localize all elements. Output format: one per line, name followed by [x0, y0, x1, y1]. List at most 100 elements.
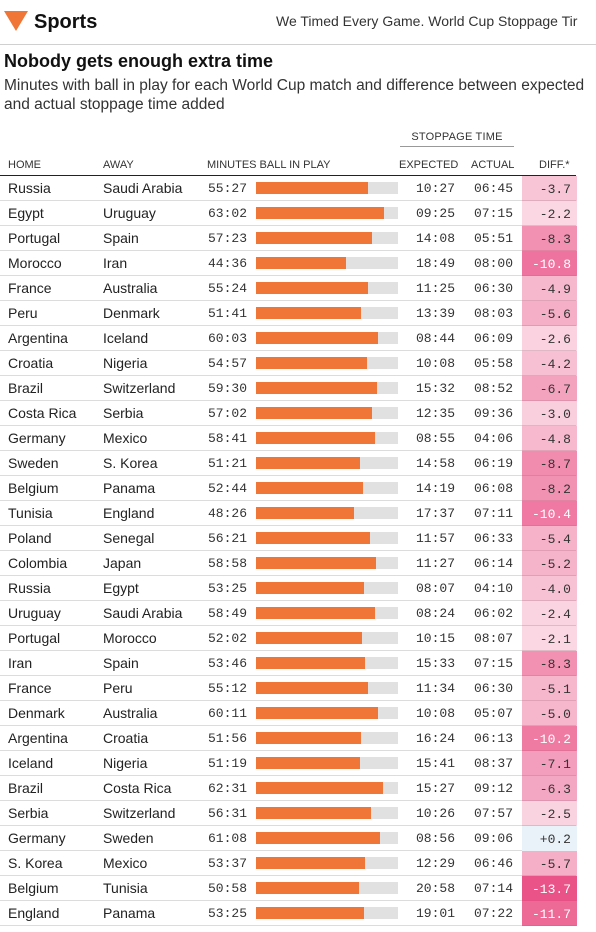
minutes-ball-in-play: 53:37 — [208, 856, 248, 871]
minutes-ball-in-play: 56:21 — [208, 531, 248, 546]
home-team: Tunisia — [8, 505, 53, 521]
home-team: Russia — [8, 180, 51, 196]
actual-stoppage: 04:06 — [474, 431, 514, 446]
table-row: S. Korea Mexico 53:37 12:29 06:46 -5.7 — [0, 851, 577, 876]
away-team: Senegal — [103, 530, 155, 546]
expected-stoppage: 14:08 — [416, 231, 456, 246]
top-nav-bar: Sports We Timed Every Game. World Cup St… — [0, 0, 596, 45]
expected-stoppage: 15:41 — [416, 756, 456, 771]
minutes-ball-in-play: 62:31 — [208, 781, 248, 796]
minutes-bar-track — [256, 907, 398, 919]
diff-cell: -6.7 — [522, 376, 577, 401]
minutes-bar-track — [256, 232, 398, 244]
home-team: Sweden — [8, 455, 59, 471]
column-header-away: AWAY — [103, 159, 134, 171]
expected-stoppage: 10:26 — [416, 806, 456, 821]
fox-icon — [4, 11, 28, 31]
away-team: Iran — [103, 255, 128, 271]
minutes-bar — [256, 907, 365, 919]
actual-stoppage: 05:51 — [474, 231, 514, 246]
diff-cell: -5.7 — [522, 851, 577, 876]
actual-stoppage: 07:15 — [474, 206, 514, 221]
minutes-bar — [256, 582, 365, 594]
minutes-bar-track — [256, 457, 398, 469]
table-row: Costa Rica Serbia 57:02 12:35 09:36 -3.0 — [0, 401, 577, 426]
away-team: Panama — [103, 905, 156, 921]
section-name[interactable]: Sports — [34, 10, 98, 33]
actual-stoppage: 06:30 — [474, 681, 514, 696]
minutes-bar-track — [256, 707, 398, 719]
actual-stoppage: 09:06 — [474, 831, 514, 846]
minutes-ball-in-play: 55:27 — [208, 181, 248, 196]
minutes-bar — [256, 782, 383, 794]
actual-stoppage: 07:57 — [474, 806, 514, 821]
actual-stoppage: 05:58 — [474, 356, 514, 371]
home-team: Germany — [8, 830, 66, 846]
minutes-bar — [256, 757, 361, 769]
minutes-bar-track — [256, 382, 398, 394]
actual-stoppage: 08:03 — [474, 306, 514, 321]
away-team: Egypt — [103, 580, 139, 596]
table-row: Portugal Spain 57:23 14:08 05:51 -8.3 — [0, 226, 577, 251]
home-team: France — [8, 680, 52, 696]
minutes-bar-track — [256, 732, 398, 744]
minutes-bar — [256, 832, 380, 844]
minutes-bar — [256, 607, 376, 619]
home-team: Portugal — [8, 230, 61, 246]
expected-stoppage: 12:35 — [416, 406, 456, 421]
away-team: Costa Rica — [103, 780, 172, 796]
minutes-ball-in-play: 52:02 — [208, 631, 248, 646]
away-team: Australia — [103, 705, 158, 721]
minutes-ball-in-play: 55:12 — [208, 681, 248, 696]
actual-stoppage: 06:08 — [474, 481, 514, 496]
top-story-link[interactable]: We Timed Every Game. World Cup Stoppage … — [276, 13, 578, 29]
minutes-ball-in-play: 51:41 — [208, 306, 248, 321]
minutes-bar — [256, 532, 371, 544]
home-team: Denmark — [8, 705, 65, 721]
minutes-bar — [256, 657, 366, 669]
minutes-bar-track — [256, 682, 398, 694]
minutes-bar — [256, 357, 368, 369]
minutes-ball-in-play: 57:23 — [208, 231, 248, 246]
minutes-bar-track — [256, 307, 398, 319]
table-body: Russia Saudi Arabia 55:27 10:27 06:45 -3.7 Egy… — [0, 176, 596, 926]
minutes-bar — [256, 257, 347, 269]
home-team: Uruguay — [8, 605, 61, 621]
table-row: France Australia 55:24 11:25 06:30 -4.9 — [0, 276, 577, 301]
site-logo-fox-icon[interactable] — [4, 11, 28, 33]
table-row: Belgium Panama 52:44 14:19 06:08 -8.2 — [0, 476, 577, 501]
home-team: Iceland — [8, 755, 54, 771]
minutes-bar — [256, 882, 360, 894]
diff-cell: -5.2 — [522, 551, 577, 576]
minutes-bar-track — [256, 657, 398, 669]
diff-cell: -5.6 — [522, 301, 577, 326]
home-team: Peru — [8, 305, 38, 321]
diff-cell: -10.2 — [522, 726, 577, 751]
diff-cell: +0.2 — [522, 826, 577, 851]
actual-stoppage: 07:15 — [474, 656, 514, 671]
actual-stoppage: 06:09 — [474, 331, 514, 346]
actual-stoppage: 07:14 — [474, 881, 514, 896]
expected-stoppage: 12:29 — [416, 856, 456, 871]
table-row: Belgium Tunisia 50:58 20:58 07:14 -13.7 — [0, 876, 577, 901]
home-team: Poland — [8, 530, 52, 546]
minutes-bar — [256, 307, 361, 319]
away-team: Mexico — [103, 855, 148, 871]
expected-stoppage: 20:58 — [416, 881, 456, 896]
away-team: Iceland — [103, 330, 149, 346]
home-team: Argentina — [8, 730, 68, 746]
minutes-ball-in-play: 58:58 — [208, 556, 248, 571]
home-team: Morocco — [8, 255, 62, 271]
table-row: Portugal Morocco 52:02 10:15 08:07 -2.1 — [0, 626, 577, 651]
actual-stoppage: 04:10 — [474, 581, 514, 596]
minutes-ball-in-play: 56:31 — [208, 806, 248, 821]
expected-stoppage: 18:49 — [416, 256, 456, 271]
minutes-bar-track — [256, 882, 398, 894]
diff-cell: -10.4 — [522, 501, 577, 526]
minutes-bar-track — [256, 507, 398, 519]
home-team: S. Korea — [8, 855, 63, 871]
minutes-bar-track — [256, 582, 398, 594]
away-team: Nigeria — [103, 355, 148, 371]
expected-stoppage: 08:24 — [416, 606, 456, 621]
away-team: Switzerland — [103, 805, 176, 821]
